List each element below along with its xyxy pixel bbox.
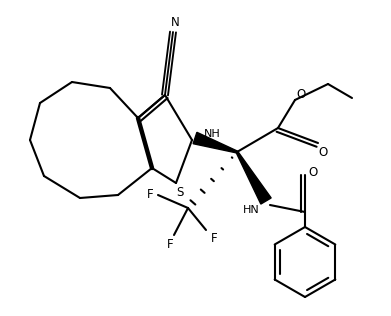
- Text: S: S: [176, 186, 184, 199]
- Text: O: O: [308, 166, 317, 179]
- Text: F: F: [167, 239, 173, 252]
- Polygon shape: [193, 132, 237, 153]
- Text: F: F: [211, 232, 217, 245]
- Text: N: N: [170, 16, 179, 29]
- Text: O: O: [318, 147, 328, 160]
- Text: O: O: [296, 88, 306, 101]
- Text: HN: HN: [243, 205, 260, 215]
- Text: F: F: [147, 189, 153, 202]
- Polygon shape: [236, 151, 271, 204]
- Text: NH: NH: [204, 129, 221, 139]
